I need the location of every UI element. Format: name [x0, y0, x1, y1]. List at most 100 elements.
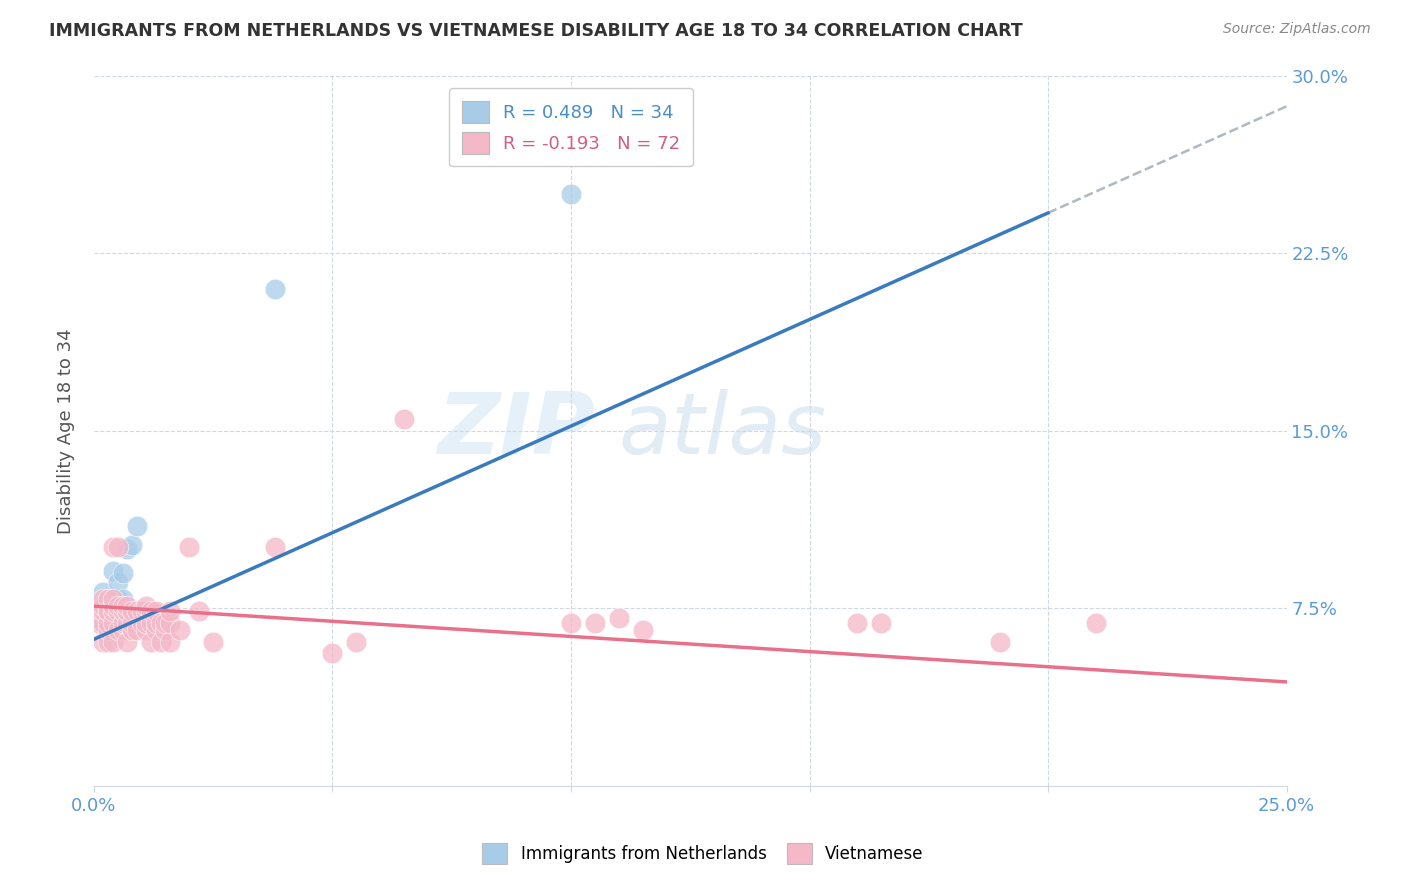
Point: [93, 604, 115, 618]
Text: IMMIGRANTS FROM NETHERLANDS VS VIETNAMESE DISABILITY AGE 18 TO 34 CORRELATION CH: IMMIGRANTS FROM NETHERLANDS VS VIETNAMES…: [49, 22, 1024, 40]
Point: [111, 623, 134, 637]
Point: [121, 615, 143, 630]
Point: [131, 604, 153, 618]
Point: [107, 604, 129, 618]
Point: [97, 599, 120, 614]
Point: [97, 604, 120, 618]
Point: [560, 615, 582, 630]
Point: [131, 604, 153, 618]
Point: [117, 634, 139, 648]
Point: [264, 540, 287, 554]
Legend: R = 0.489   N = 34, R = -0.193   N = 72: R = 0.489 N = 34, R = -0.193 N = 72: [449, 88, 693, 167]
Point: [101, 606, 124, 620]
Point: [202, 634, 225, 648]
Point: [93, 634, 115, 648]
Point: [101, 604, 124, 618]
Point: [97, 608, 120, 623]
Point: [125, 623, 148, 637]
Point: [111, 615, 134, 630]
Y-axis label: Disability Age 18 to 34: Disability Age 18 to 34: [58, 328, 75, 533]
Point: [107, 540, 129, 554]
Point: [121, 606, 143, 620]
Point: [179, 540, 201, 554]
Point: [135, 604, 157, 618]
Point: [131, 615, 153, 630]
Point: [107, 611, 129, 625]
Point: [97, 604, 120, 618]
Point: [93, 585, 115, 599]
Point: [111, 592, 134, 607]
Point: [117, 615, 139, 630]
Point: [135, 599, 157, 614]
Point: [117, 604, 139, 618]
Point: [101, 604, 124, 618]
Point: [392, 412, 415, 426]
Point: [97, 615, 120, 630]
Point: [169, 623, 191, 637]
Point: [87, 615, 110, 630]
Point: [125, 604, 148, 618]
Point: [107, 592, 129, 607]
Point: [97, 634, 120, 648]
Point: [97, 623, 120, 637]
Point: [101, 599, 124, 614]
Point: [1084, 615, 1107, 630]
Point: [141, 604, 163, 618]
Point: [121, 623, 143, 637]
Point: [583, 615, 606, 630]
Point: [149, 634, 172, 648]
Point: [145, 623, 167, 637]
Point: [141, 615, 163, 630]
Point: [111, 604, 134, 618]
Point: [117, 615, 139, 630]
Point: [111, 599, 134, 614]
Point: [264, 282, 287, 296]
Point: [117, 604, 139, 618]
Point: [87, 606, 110, 620]
Point: [988, 634, 1011, 648]
Legend: Immigrants from Netherlands, Vietnamese: Immigrants from Netherlands, Vietnamese: [475, 837, 931, 871]
Point: [117, 542, 139, 557]
Point: [149, 615, 172, 630]
Point: [135, 623, 157, 637]
Text: Source: ZipAtlas.com: Source: ZipAtlas.com: [1223, 22, 1371, 37]
Point: [93, 592, 115, 607]
Point: [846, 615, 869, 630]
Point: [145, 604, 167, 618]
Point: [111, 604, 134, 618]
Point: [607, 611, 630, 625]
Point: [155, 623, 177, 637]
Point: [321, 647, 343, 661]
Point: [111, 566, 134, 580]
Point: [117, 604, 139, 618]
Point: [107, 623, 129, 637]
Point: [117, 599, 139, 614]
Point: [93, 615, 115, 630]
Point: [121, 604, 143, 618]
Point: [131, 615, 153, 630]
Point: [631, 623, 654, 637]
Point: [93, 604, 115, 618]
Point: [107, 604, 129, 618]
Point: [111, 599, 134, 614]
Text: atlas: atlas: [619, 389, 827, 473]
Point: [135, 615, 157, 630]
Point: [101, 634, 124, 648]
Point: [344, 634, 367, 648]
Point: [93, 618, 115, 632]
Point: [145, 606, 167, 620]
Point: [125, 518, 148, 533]
Point: [101, 540, 124, 554]
Point: [101, 599, 124, 614]
Point: [101, 564, 124, 578]
Point: [187, 604, 209, 618]
Text: ZIP: ZIP: [437, 389, 595, 473]
Point: [97, 592, 120, 607]
Point: [87, 599, 110, 614]
Point: [101, 615, 124, 630]
Point: [97, 592, 120, 607]
Point: [87, 604, 110, 618]
Point: [93, 599, 115, 614]
Point: [145, 615, 167, 630]
Point: [101, 613, 124, 627]
